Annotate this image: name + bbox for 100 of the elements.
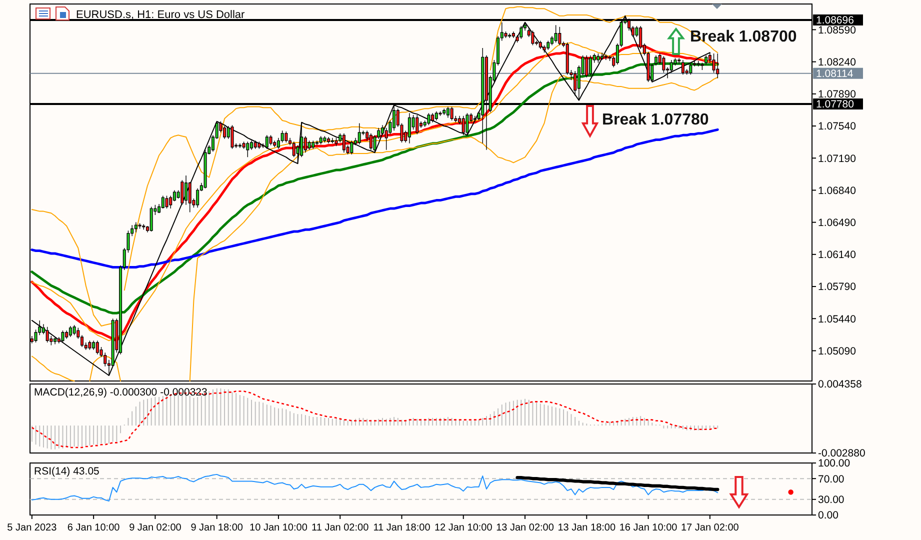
line-series [30,62,719,314]
candlestick [142,224,146,230]
candlestick [342,132,346,153]
x-tick-label: 5 Jan 2023 [7,522,58,534]
candlestick [246,141,250,158]
chart-title: RSI(14) 43.05 [34,466,100,478]
candlestick [473,116,476,122]
candlestick [134,222,138,233]
y-tick-label: 100.00 [818,458,850,470]
ref-line-label: 1.07780 [816,98,854,111]
y-tick-label: -0.002880 [818,448,866,460]
candlestick [431,112,434,123]
candlestick [284,131,288,143]
candlestick [588,55,592,76]
candlestick [308,140,311,150]
x-tick-label: 13 Jan 18:00 [558,522,616,534]
chart-title: EURUSD.s, H1: Euro vs US Dollar [76,8,246,21]
candlestick [61,330,64,343]
candlestick [358,122,361,145]
candlestick [438,110,442,116]
x-tick-label: 11 Jan 02:00 [312,522,370,534]
candlestick [369,132,372,150]
y-tick-label: 70.00 [818,473,844,486]
y-tick-label: 1.06840 [818,184,856,197]
annotation: Break 1.07780 [602,112,709,129]
candlestick [654,55,658,66]
candlestick [520,26,523,40]
y-tick-label: 1.06140 [818,249,856,262]
candlestick [600,52,604,60]
candlestick [604,54,608,60]
y-tick-label: 1.05440 [818,313,856,326]
x-tick-label: 13 Jan 02:00 [496,522,554,534]
candlestick [327,136,330,144]
candlestick [434,110,438,121]
candlestick [596,53,600,64]
y-tick-label: 1.07890 [818,88,856,101]
y-tick-label: 1.07540 [818,120,856,133]
x-tick-label: 10 Jan 10:00 [250,522,308,534]
candlestick [204,149,207,189]
candlestick [442,108,446,116]
candlestick [315,140,318,146]
y-tick-label: 1.06490 [818,216,856,229]
candlestick [312,140,315,150]
candlestick [330,138,334,144]
candlestick [585,55,588,78]
candlestick [150,206,153,232]
candlestick [678,58,681,64]
candlestick [254,140,257,150]
candlestick [693,60,696,67]
candlestick [681,60,684,75]
y-tick-label: 1.07190 [818,152,856,165]
candlestick [46,326,49,343]
x-tick-label: 11 Jan 18:00 [373,522,431,534]
y-tick-label: 1.05790 [818,281,856,294]
candlestick [269,134,272,146]
candlestick [223,126,226,140]
y-tick-label: 1.05090 [818,345,856,358]
candlestick [531,30,534,46]
candlestick [323,136,326,143]
candlestick [427,112,430,126]
candlestick [96,340,99,355]
candlestick [88,340,92,350]
x-tick-label: 9 Jan 18:00 [190,522,244,534]
candlestick [554,24,558,43]
candlestick [700,62,704,70]
x-tick-label: 17 Jan 02:00 [681,522,740,534]
candlestick [558,26,562,46]
line-series [516,476,720,492]
x-tick-label: 16 Jan 10:00 [619,522,678,534]
candlestick [408,112,411,144]
y-tick-label: 0.004358 [818,378,862,391]
candlestick [65,330,68,340]
candlestick [542,44,546,53]
candlestick [180,180,184,206]
candlestick [696,60,700,67]
chart-title: MACD(12,26,9) -0.000300 -0.000323 [34,386,208,399]
y-tick-label: 30.00 [818,494,844,506]
candlestick [72,324,76,336]
line-series [30,128,719,269]
x-tick-label: 12 Jan 10:00 [434,522,493,534]
x-tick-label: 6 Jan 10:00 [67,522,120,534]
y-tick-label: 0.00 [818,510,839,522]
candlestick [416,114,419,135]
candlestick [92,340,96,350]
candlestick [230,124,234,150]
candlestick [704,55,708,65]
y-tick-label: 1.08240 [818,56,856,68]
candlestick [138,222,142,230]
candlestick [258,141,261,150]
candlestick [538,40,542,50]
candlestick [689,63,692,75]
x-tick-label: 9 Jan 02:00 [129,522,182,534]
candlestick [319,136,322,145]
candlestick [512,31,515,38]
candlestick [546,40,550,50]
y-tick-label: 1.08590 [818,24,856,36]
candlestick [716,53,720,79]
candlestick [54,336,57,345]
candlestick [466,112,469,136]
candlestick [462,116,465,136]
